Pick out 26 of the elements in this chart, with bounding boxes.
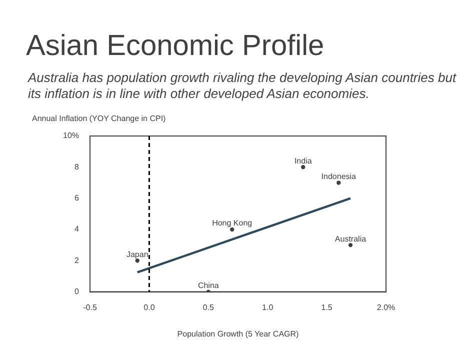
x-axis-title: Population Growth (5 Year CAGR) bbox=[177, 329, 300, 338]
chart-subtitle: Australia has population growth rivaling the developing Asian countries but its inflation is in line with other developed Asian economies. bbox=[28, 70, 458, 102]
point bbox=[230, 227, 234, 232]
x-tick-label: 0.5 bbox=[202, 302, 215, 312]
point bbox=[348, 242, 353, 248]
x-tick-label: 1.0 bbox=[262, 302, 274, 312]
point bbox=[301, 165, 306, 170]
annotation: Japan bbox=[126, 250, 148, 259]
x-tick-label: -0.5 bbox=[83, 302, 98, 312]
y-tick-label: 2 bbox=[74, 256, 80, 265]
y-tick-label: 4 bbox=[74, 224, 80, 234]
annotation: Indonesia bbox=[321, 172, 357, 181]
annotation: Hong Kong bbox=[212, 218, 252, 228]
y-tick-label: 10% bbox=[62, 131, 80, 140]
x-tick-label: 2.0% bbox=[376, 302, 396, 312]
chart-title: Asian Economic Profile bbox=[26, 30, 324, 63]
annotation: India bbox=[294, 156, 312, 166]
x-tick-label: 0.0 bbox=[144, 302, 156, 312]
annotation: Australia bbox=[334, 234, 367, 244]
x-tick-label: 1.5 bbox=[321, 302, 333, 312]
point bbox=[336, 180, 341, 185]
y-axis-title: Annual Inflation (YOY Change in CPI) bbox=[32, 114, 166, 123]
y-tick-label: 0 bbox=[74, 287, 80, 296]
y-tick-label: 8 bbox=[74, 162, 80, 172]
annotation: China bbox=[198, 281, 220, 290]
y-tick-label: 6 bbox=[74, 194, 80, 203]
